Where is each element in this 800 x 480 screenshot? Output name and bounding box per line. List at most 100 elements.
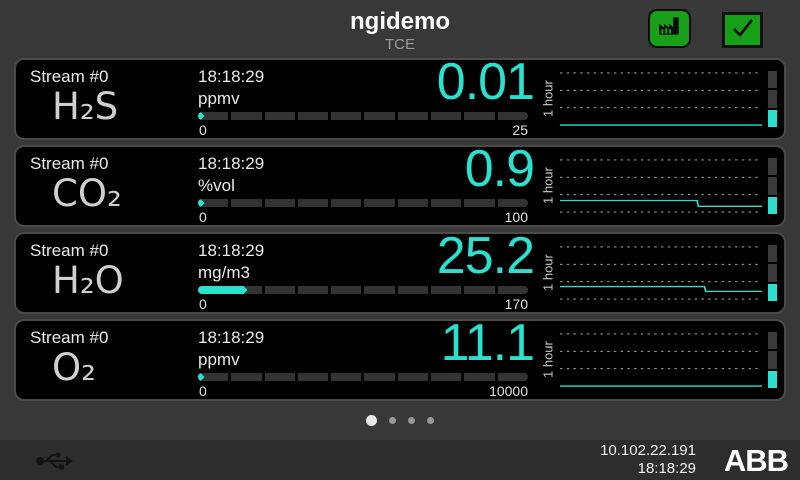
abb-logo: ABB (723, 443, 789, 478)
factory-icon (657, 14, 683, 43)
bar-segment (297, 112, 329, 120)
trend-panel: 1 hour (536, 147, 784, 225)
measurement-value: 0.9 (464, 140, 535, 198)
level-segment (768, 332, 777, 350)
confirm-button[interactable] (722, 12, 763, 48)
level-segment (768, 71, 777, 89)
measurement-value: 11.1 (440, 314, 535, 372)
bar-segment (231, 199, 262, 207)
level-segment (768, 196, 777, 214)
bar-segment (264, 112, 295, 120)
bar-segment (331, 286, 362, 294)
level-segment (768, 351, 777, 369)
measurement-value: 0.01 (436, 53, 535, 111)
range-bar-fill (198, 199, 205, 207)
level-segment (768, 283, 777, 301)
level-segment (768, 370, 777, 388)
status-bar: 10.102.22.191 18:18:29 ABB (0, 440, 800, 480)
bar-segment (364, 112, 395, 120)
trend-panel: 1 hour (536, 321, 784, 399)
factory-button[interactable] (648, 9, 691, 48)
bar-segment (431, 286, 462, 294)
bar-segment (497, 286, 528, 294)
bar-segment (497, 112, 528, 120)
scale-max: 10000 (489, 383, 528, 399)
measurement-card-h2o[interactable]: Stream #0 H₂O 18:18:29 mg/m3 25.2 0 170 … (14, 227, 786, 314)
bar-segment (464, 286, 495, 294)
bar-segment (431, 199, 462, 207)
sample-time: 18:18:29 (198, 328, 265, 347)
range-bar (198, 112, 528, 120)
network-status: 10.102.22.191 18:18:29 (600, 442, 696, 478)
level-segment (768, 177, 777, 195)
app-subtitle: TCE (385, 36, 415, 53)
range-bar (198, 373, 528, 381)
trend-panel: 1 hour (536, 234, 784, 312)
bar-segment (364, 286, 395, 294)
trend-panel: 1 hour (536, 60, 784, 138)
bar-segment (431, 373, 462, 381)
bar-segment (364, 199, 395, 207)
page-dot-3[interactable] (408, 416, 415, 424)
range-bar-fill (198, 112, 205, 120)
stream-label: Stream #0 (30, 154, 109, 173)
stream-label: Stream #0 (30, 328, 109, 347)
ip-address: 10.102.22.191 (600, 442, 696, 459)
measurement-value: 25.2 (436, 227, 535, 285)
level-segment (768, 158, 777, 176)
trend-chart (560, 331, 762, 389)
bar-segment (264, 373, 295, 381)
bar-segment (397, 199, 429, 207)
bar-segment (397, 373, 429, 381)
measurement-card-o2[interactable]: Stream #0 O₂ 18:18:29 ppmv 11.1 0 10000 … (14, 314, 786, 401)
usb-icon (34, 447, 74, 478)
trend-window-label: 1 hour (540, 167, 556, 205)
unit-label: ppmv (198, 89, 240, 108)
unit-label: %vol (198, 176, 235, 195)
trend-window-label: 1 hour (540, 341, 556, 379)
bar-segment (264, 286, 295, 294)
bar-segment (497, 199, 528, 207)
bar-segment (198, 199, 229, 207)
sample-time: 18:18:29 (198, 241, 265, 260)
header: ngidemo TCE (0, 0, 800, 58)
scale-min: 0 (199, 296, 207, 312)
range-bar-fill (198, 286, 248, 294)
page-dot-2[interactable] (389, 416, 396, 424)
bar-segment (198, 112, 229, 120)
level-segment (768, 264, 777, 282)
bar-segment (231, 373, 262, 381)
range-bar (198, 286, 528, 294)
trend-window-label: 1 hour (540, 254, 556, 292)
scale-max: 100 (504, 209, 528, 225)
range-bar (198, 199, 528, 207)
page-dot-4[interactable] (427, 416, 434, 424)
trend-chart (560, 244, 762, 302)
bar-segment (297, 286, 329, 294)
bar-segment (497, 373, 528, 381)
trend-window-label: 1 hour (540, 80, 556, 118)
bar-segment (464, 199, 495, 207)
trend-line (560, 285, 762, 293)
trend-chart (560, 157, 762, 215)
range-scale: 0 170 (199, 296, 528, 312)
scale-max: 25 (512, 122, 528, 138)
level-indicator (768, 158, 777, 214)
sample-time: 18:18:29 (198, 154, 265, 173)
range-scale: 0 100 (199, 209, 528, 225)
component-formula: H₂S (52, 85, 119, 128)
bar-segment (297, 373, 329, 381)
level-segment (768, 245, 777, 263)
level-segment (768, 90, 777, 108)
bar-segment (331, 373, 362, 381)
range-scale: 0 25 (199, 122, 528, 138)
page-dot-1[interactable] (366, 414, 377, 426)
bar-segment (331, 112, 362, 120)
bar-segment (331, 199, 362, 207)
scale-min: 0 (199, 209, 207, 225)
bar-segment (231, 112, 262, 120)
measurement-card-h2s[interactable]: Stream #0 H₂S 18:18:29 ppmv 0.01 0 25 1 … (14, 53, 786, 140)
app-title: ngidemo (350, 8, 450, 35)
bar-segment (364, 373, 395, 381)
measurement-card-co2[interactable]: Stream #0 CO₂ 18:18:29 %vol 0.9 0 100 1 … (14, 140, 786, 227)
